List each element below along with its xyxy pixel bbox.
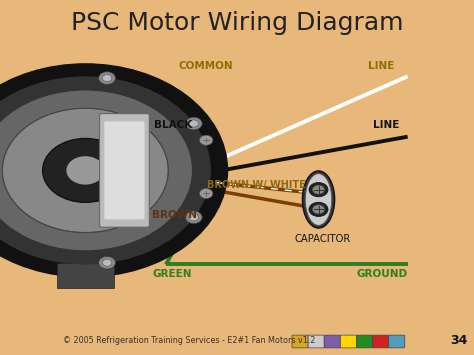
Circle shape [185,211,202,224]
Circle shape [309,182,328,197]
Circle shape [2,108,168,233]
Text: CAPACITOR: CAPACITOR [294,234,350,244]
Text: BLACK: BLACK [154,120,192,130]
FancyBboxPatch shape [356,335,373,348]
Ellipse shape [305,174,332,225]
Circle shape [312,205,325,214]
Circle shape [102,259,112,266]
Text: COMMON: COMMON [179,61,234,71]
FancyBboxPatch shape [104,121,145,219]
Circle shape [189,214,199,221]
Circle shape [99,256,116,269]
Circle shape [189,120,199,127]
Circle shape [0,64,228,277]
Circle shape [0,91,192,250]
FancyBboxPatch shape [292,335,308,348]
Text: BROWN: BROWN [152,210,197,220]
FancyBboxPatch shape [340,335,356,348]
Text: LINE: LINE [373,120,400,130]
Circle shape [99,72,116,84]
Text: © 2005 Refrigeration Training Services - E2#1 Fan Motors v1.2: © 2005 Refrigeration Training Services -… [64,336,316,345]
Text: PSC Motor Wiring Diagram: PSC Motor Wiring Diagram [71,11,403,35]
Text: LINE: LINE [368,61,395,71]
FancyBboxPatch shape [373,335,389,348]
FancyBboxPatch shape [389,335,405,348]
Circle shape [0,76,211,264]
Text: BROWN W/ WHITE: BROWN W/ WHITE [207,180,305,190]
Circle shape [312,185,325,194]
Text: GROUND: GROUND [356,269,407,279]
Circle shape [43,138,128,202]
FancyBboxPatch shape [100,114,149,227]
Text: GREEN: GREEN [152,269,192,279]
Text: 34: 34 [450,334,467,347]
Ellipse shape [302,171,335,228]
Bar [57,263,114,288]
FancyBboxPatch shape [308,335,324,348]
Circle shape [66,156,104,185]
Circle shape [102,75,112,82]
Circle shape [309,202,328,217]
Circle shape [200,189,213,198]
FancyBboxPatch shape [324,335,340,348]
Circle shape [200,135,213,145]
Circle shape [185,117,202,130]
